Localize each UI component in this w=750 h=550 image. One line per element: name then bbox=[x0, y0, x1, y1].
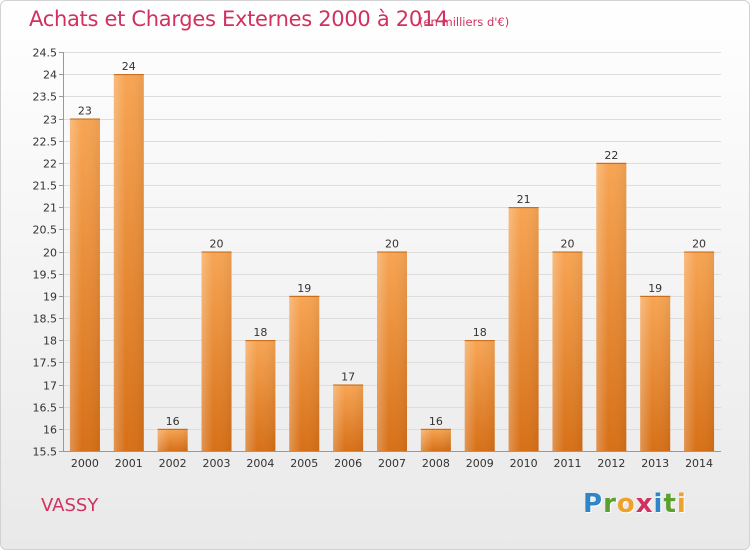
data-label: 19 bbox=[297, 282, 311, 295]
chart-title: Achats et Charges Externes 2000 à 2014 bbox=[29, 7, 449, 31]
y-tick-label: 20.5 bbox=[33, 224, 58, 237]
data-label: 16 bbox=[429, 415, 443, 428]
x-tick-label: 2007 bbox=[378, 457, 406, 470]
x-tick-label: 2003 bbox=[203, 457, 231, 470]
y-tick-labels: 15.5 16 16.5 17 17.5 18 18.5 19 19.5 20 20.5 21 21.5… bbox=[33, 47, 58, 459]
bar-shading bbox=[684, 251, 715, 451]
y-tick-label: 17 bbox=[43, 380, 57, 393]
data-label: 18 bbox=[253, 326, 267, 339]
data-label: 16 bbox=[166, 415, 180, 428]
data-label: 21 bbox=[517, 193, 531, 206]
bar-shading bbox=[245, 340, 276, 451]
bars bbox=[69, 74, 715, 452]
bar-shading bbox=[640, 295, 671, 451]
x-tick-label: 2012 bbox=[597, 457, 625, 470]
y-tick-label: 23.5 bbox=[33, 91, 58, 104]
data-label: 18 bbox=[473, 326, 487, 339]
data-label: 19 bbox=[648, 282, 662, 295]
data-label: 17 bbox=[341, 371, 355, 384]
y-tick-label: 24 bbox=[43, 69, 57, 82]
chart-subtitle: (en milliers d'€) bbox=[419, 15, 510, 29]
y-tick-label: 21.5 bbox=[33, 180, 58, 193]
x-tick-label: 2005 bbox=[290, 457, 318, 470]
data-label: 20 bbox=[692, 238, 706, 251]
bar-shading bbox=[201, 251, 232, 451]
bar-shading bbox=[464, 340, 495, 451]
bar-shading bbox=[552, 251, 583, 451]
y-tick-label: 16 bbox=[43, 424, 57, 437]
data-label: 20 bbox=[210, 238, 224, 251]
data-label: 20 bbox=[560, 238, 574, 251]
x-tick-label: 2002 bbox=[159, 457, 187, 470]
y-tick-label: 24.5 bbox=[33, 47, 58, 60]
y-tick-label: 17.5 bbox=[33, 357, 58, 370]
bar-shading bbox=[333, 384, 364, 451]
x-tick-label: 2014 bbox=[685, 457, 713, 470]
x-tick-label: 2008 bbox=[422, 457, 450, 470]
data-labels: 23 24 16 20 18 19 17 20 16 18 21 20 22 19 20 bbox=[78, 60, 706, 428]
logo-letter: P bbox=[583, 489, 604, 519]
bar-shading bbox=[69, 118, 100, 451]
y-tick-label: 22 bbox=[43, 158, 57, 171]
logo-letter: i bbox=[653, 489, 664, 519]
x-tick-label: 2011 bbox=[553, 457, 581, 470]
y-tick-label: 18.5 bbox=[33, 313, 58, 326]
bar-shading bbox=[596, 162, 627, 452]
logo-letter: o bbox=[616, 489, 636, 519]
data-label: 24 bbox=[122, 60, 136, 73]
bar-shading bbox=[157, 428, 188, 451]
bar-shading bbox=[377, 251, 407, 451]
y-tick-label: 22.5 bbox=[33, 136, 58, 149]
logo-letter: x bbox=[635, 489, 654, 519]
bar-shading bbox=[508, 207, 539, 451]
x-tick-label: 2004 bbox=[246, 457, 274, 470]
bar-shading bbox=[113, 74, 144, 452]
y-tick-label: 15.5 bbox=[33, 446, 58, 459]
data-label: 23 bbox=[78, 105, 92, 118]
proxiti-logo[interactable]: Proxiti bbox=[583, 489, 687, 519]
x-tick-label: 2006 bbox=[334, 457, 362, 470]
x-tick-label: 2010 bbox=[510, 457, 538, 470]
x-tick-labels: 2000 2001 2002 2003 2004 2005 2006 2007 2008 2009… bbox=[71, 457, 713, 470]
bar-shading bbox=[420, 428, 451, 451]
y-tick-label: 23 bbox=[43, 114, 57, 127]
logo-letter: r bbox=[603, 489, 617, 519]
logo-letter: t bbox=[663, 489, 677, 519]
x-tick-label: 2009 bbox=[466, 457, 494, 470]
commune-name: VASSY bbox=[41, 495, 99, 516]
axes bbox=[63, 52, 721, 452]
y-tick-label: 19.5 bbox=[33, 269, 58, 282]
y-tick-label: 21 bbox=[43, 202, 57, 215]
y-tick-label: 20 bbox=[43, 247, 57, 260]
y-tick-label: 16.5 bbox=[33, 402, 58, 415]
logo-letter: i bbox=[676, 489, 687, 519]
x-tick-label: 2000 bbox=[71, 457, 99, 470]
data-label: 22 bbox=[604, 149, 618, 162]
bar-shading bbox=[289, 295, 320, 451]
x-tick-label: 2013 bbox=[641, 457, 669, 470]
y-tick-label: 19 bbox=[43, 291, 57, 304]
y-tick-label: 18 bbox=[43, 335, 57, 348]
x-tick-label: 2001 bbox=[115, 457, 143, 470]
data-label: 20 bbox=[385, 238, 399, 251]
